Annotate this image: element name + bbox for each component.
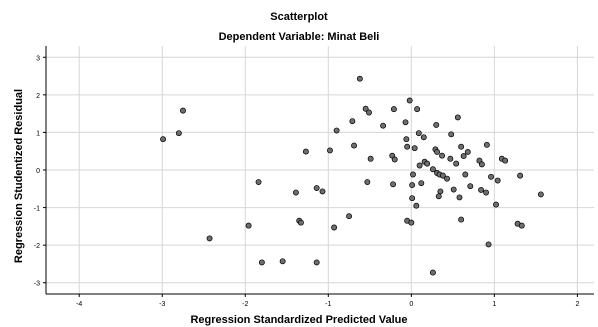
data-point bbox=[351, 142, 357, 149]
data-point bbox=[409, 195, 416, 202]
data-point bbox=[364, 179, 371, 185]
data-point bbox=[448, 131, 455, 138]
data-point bbox=[245, 222, 252, 229]
y-tick-label: 3 bbox=[36, 55, 40, 62]
data-point bbox=[462, 171, 469, 178]
data-point bbox=[404, 143, 411, 150]
data-point bbox=[410, 171, 416, 178]
data-point bbox=[160, 136, 167, 143]
data-point bbox=[483, 141, 490, 148]
data-point bbox=[458, 143, 465, 150]
data-point bbox=[346, 213, 353, 220]
data-point bbox=[456, 194, 463, 201]
y-tick-label: 2 bbox=[36, 93, 40, 100]
data-point bbox=[206, 235, 213, 242]
data-point bbox=[255, 179, 262, 185]
data-point bbox=[447, 155, 454, 162]
data-point bbox=[439, 172, 446, 179]
data-point bbox=[454, 114, 461, 121]
data-point bbox=[367, 155, 374, 162]
x-tick-label: -3 bbox=[159, 301, 165, 308]
data-point bbox=[313, 259, 320, 266]
data-point bbox=[415, 130, 422, 137]
data-point bbox=[390, 181, 397, 188]
data-point bbox=[483, 189, 490, 196]
x-tick-label: -1 bbox=[325, 301, 331, 308]
data-point bbox=[418, 180, 425, 187]
x-tick-label: 1 bbox=[492, 301, 496, 308]
data-point bbox=[488, 173, 494, 180]
x-tick-label: 2 bbox=[575, 301, 579, 308]
data-point bbox=[406, 97, 413, 104]
chart-subtitle: Dependent Variable: Minat Beli bbox=[218, 31, 380, 43]
data-point bbox=[356, 75, 363, 82]
data-point bbox=[433, 121, 440, 128]
chart-title: Scatterplot bbox=[270, 11, 328, 23]
data-point bbox=[437, 188, 444, 195]
data-point bbox=[517, 172, 524, 179]
y-tick-label: -3 bbox=[34, 281, 40, 288]
data-point bbox=[467, 183, 474, 190]
data-point bbox=[494, 177, 501, 184]
data-point bbox=[493, 201, 499, 208]
data-point bbox=[429, 166, 436, 173]
data-point bbox=[485, 241, 492, 248]
data-point bbox=[414, 106, 421, 113]
data-point bbox=[434, 149, 441, 155]
x-tick-label: -4 bbox=[76, 301, 82, 308]
data-point bbox=[403, 136, 410, 143]
y-tick-label: -2 bbox=[34, 243, 40, 250]
data-point bbox=[331, 224, 338, 231]
x-axis-label: Regression Standardized Predicted Value bbox=[190, 314, 408, 326]
data-point bbox=[502, 157, 509, 164]
y-tick-label: 0 bbox=[36, 168, 40, 175]
data-point bbox=[420, 134, 427, 141]
data-point bbox=[333, 127, 340, 134]
data-point bbox=[458, 216, 465, 223]
data-point bbox=[439, 152, 446, 159]
data-point bbox=[297, 219, 304, 226]
data-point bbox=[435, 193, 442, 200]
data-point bbox=[429, 269, 436, 276]
data-point bbox=[175, 130, 182, 137]
data-point bbox=[416, 162, 423, 169]
y-tick-label: -1 bbox=[34, 206, 40, 213]
data-point bbox=[409, 182, 416, 188]
data-point bbox=[478, 161, 485, 168]
data-point bbox=[349, 118, 356, 125]
data-point bbox=[464, 149, 471, 155]
data-point bbox=[258, 259, 265, 266]
y-tick-label: 1 bbox=[36, 130, 40, 137]
data-point bbox=[478, 186, 485, 193]
data-point bbox=[453, 160, 460, 167]
data-point bbox=[450, 186, 457, 193]
x-tick-label: -2 bbox=[242, 301, 248, 308]
data-point bbox=[380, 122, 387, 129]
data-point bbox=[302, 148, 309, 155]
data-point bbox=[391, 156, 398, 163]
data-point bbox=[411, 145, 418, 152]
data-point bbox=[424, 160, 431, 167]
data-point bbox=[362, 105, 369, 112]
data-point bbox=[366, 109, 372, 116]
data-point bbox=[408, 219, 415, 226]
data-point bbox=[327, 147, 333, 154]
data-point bbox=[319, 188, 326, 195]
data-point bbox=[518, 222, 525, 229]
data-point bbox=[313, 185, 320, 191]
x-tick-label: 0 bbox=[409, 301, 413, 308]
data-point bbox=[390, 106, 397, 113]
data-point bbox=[279, 258, 286, 265]
data-point bbox=[413, 202, 420, 209]
data-point bbox=[292, 189, 299, 196]
data-point bbox=[402, 119, 409, 126]
data-point bbox=[537, 191, 544, 198]
data-point bbox=[460, 153, 467, 160]
data-point bbox=[444, 175, 450, 182]
data-point bbox=[180, 107, 186, 114]
